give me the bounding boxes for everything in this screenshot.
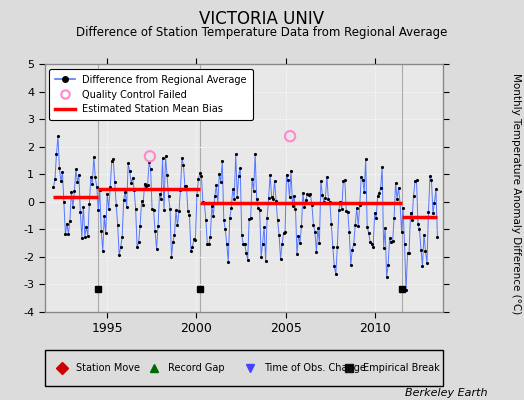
Legend: Difference from Regional Average, Quality Control Failed, Estimated Station Mean: Difference from Regional Average, Qualit…	[49, 69, 253, 120]
Text: Empirical Break: Empirical Break	[363, 363, 440, 373]
Text: Monthly Temperature Anomaly Difference (°C): Monthly Temperature Anomaly Difference (…	[511, 73, 521, 315]
Text: Time of Obs. Change: Time of Obs. Change	[264, 363, 365, 373]
Text: Record Gap: Record Gap	[168, 363, 225, 373]
Text: Berkeley Earth: Berkeley Earth	[405, 388, 487, 398]
Point	[146, 153, 154, 160]
Text: Station Move: Station Move	[77, 363, 140, 373]
Point	[286, 133, 294, 139]
Text: VICTORIA UNIV: VICTORIA UNIV	[200, 10, 324, 28]
Text: Difference of Station Temperature Data from Regional Average: Difference of Station Temperature Data f…	[77, 26, 447, 39]
